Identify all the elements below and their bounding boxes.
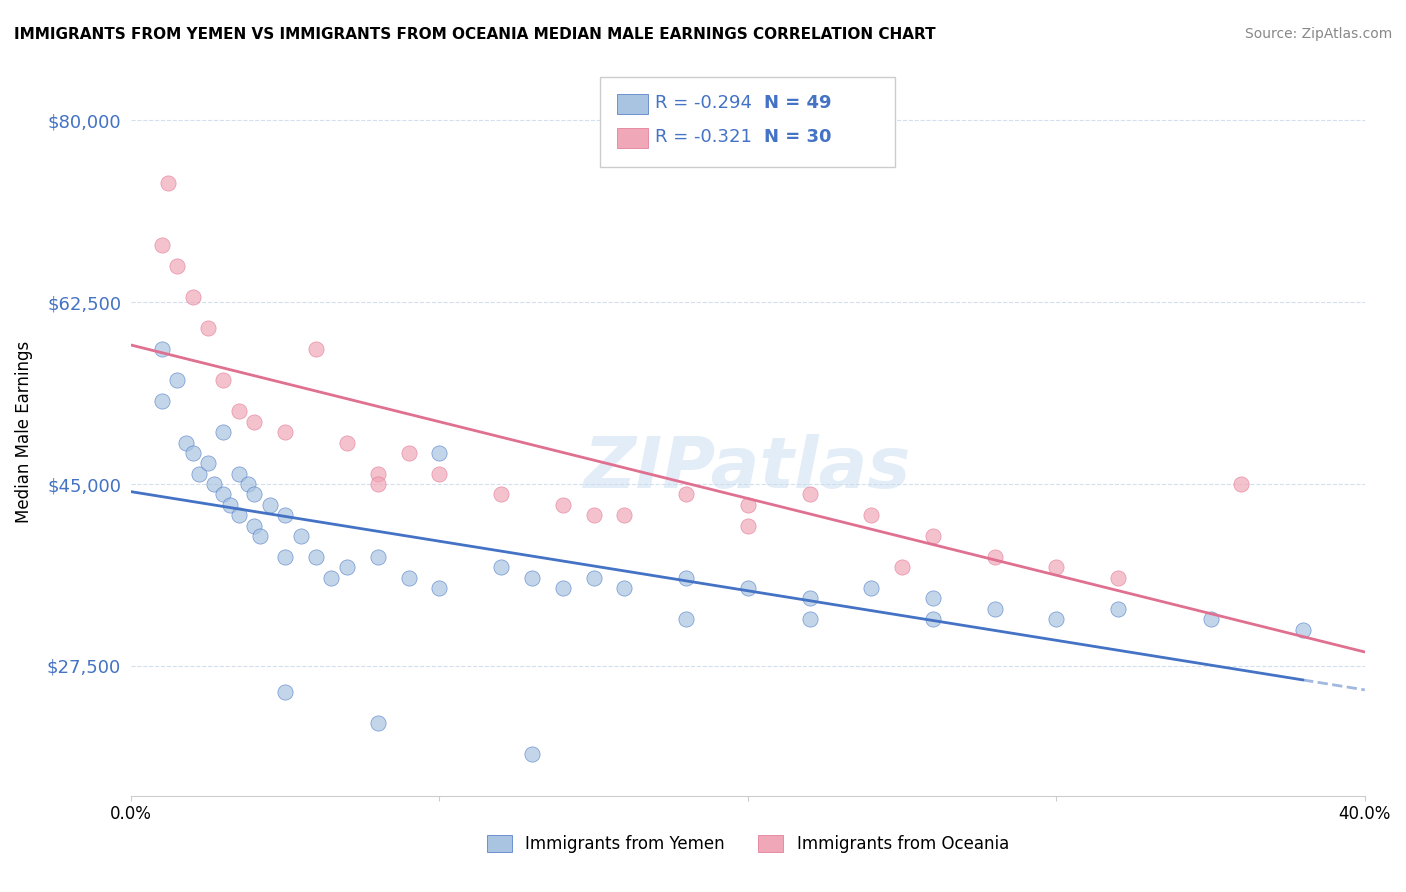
Text: N = 49: N = 49 — [765, 95, 832, 112]
Point — [1199, 612, 1222, 626]
Point — [202, 477, 225, 491]
Point — [799, 591, 821, 606]
Point — [520, 747, 543, 762]
Y-axis label: Median Male Earnings: Median Male Earnings — [15, 341, 32, 524]
Point — [305, 342, 328, 356]
Point — [1230, 477, 1253, 491]
Point — [166, 373, 188, 387]
Text: Source: ZipAtlas.com: Source: ZipAtlas.com — [1244, 27, 1392, 41]
Point — [259, 498, 281, 512]
Point — [212, 425, 235, 439]
Point — [274, 425, 297, 439]
Point — [551, 581, 574, 595]
Point — [176, 435, 198, 450]
Point — [922, 591, 945, 606]
Point — [520, 571, 543, 585]
Point — [243, 487, 266, 501]
Point — [1107, 601, 1129, 615]
Point — [274, 549, 297, 564]
Point — [197, 321, 219, 335]
Point — [166, 259, 188, 273]
Point — [551, 498, 574, 512]
Point — [1045, 612, 1067, 626]
Point — [218, 498, 240, 512]
Point — [290, 529, 312, 543]
Point — [367, 467, 389, 481]
Point — [582, 571, 605, 585]
Point — [675, 487, 697, 501]
Point — [181, 290, 204, 304]
Point — [737, 581, 759, 595]
Point — [336, 435, 359, 450]
Text: R = -0.294: R = -0.294 — [655, 95, 752, 112]
Point — [243, 518, 266, 533]
Point — [983, 601, 1005, 615]
Point — [737, 518, 759, 533]
Point — [150, 238, 173, 252]
Point — [983, 549, 1005, 564]
Point — [181, 446, 204, 460]
Point — [398, 571, 420, 585]
Point — [582, 508, 605, 523]
Point — [613, 581, 636, 595]
Point — [427, 467, 450, 481]
Text: N = 30: N = 30 — [765, 128, 832, 146]
Point — [336, 560, 359, 574]
Point — [367, 716, 389, 731]
Point — [249, 529, 271, 543]
Point — [367, 549, 389, 564]
Point — [737, 498, 759, 512]
Point — [228, 404, 250, 418]
Point — [799, 487, 821, 501]
Point — [922, 612, 945, 626]
Point — [489, 487, 512, 501]
Point — [799, 612, 821, 626]
Point — [212, 487, 235, 501]
Text: R = -0.321: R = -0.321 — [655, 128, 751, 146]
Text: ZIPatlas: ZIPatlas — [583, 434, 911, 503]
Point — [197, 456, 219, 470]
Point — [1292, 623, 1315, 637]
Point — [274, 685, 297, 699]
Point — [187, 467, 209, 481]
Point — [228, 467, 250, 481]
Point — [212, 373, 235, 387]
Point — [398, 446, 420, 460]
Point — [150, 342, 173, 356]
Point — [860, 508, 883, 523]
Point — [367, 477, 389, 491]
Point — [1045, 560, 1067, 574]
Point — [305, 549, 328, 564]
Point — [228, 508, 250, 523]
Point — [150, 394, 173, 409]
Point — [922, 529, 945, 543]
Point — [321, 571, 343, 585]
Point — [675, 612, 697, 626]
Legend: Immigrants from Yemen, Immigrants from Oceania: Immigrants from Yemen, Immigrants from O… — [481, 829, 1015, 860]
Point — [860, 581, 883, 595]
Point — [891, 560, 914, 574]
Point — [613, 508, 636, 523]
Point — [427, 581, 450, 595]
Point — [274, 508, 297, 523]
Point — [427, 446, 450, 460]
Point — [156, 176, 179, 190]
Point — [675, 571, 697, 585]
Text: IMMIGRANTS FROM YEMEN VS IMMIGRANTS FROM OCEANIA MEDIAN MALE EARNINGS CORRELATIO: IMMIGRANTS FROM YEMEN VS IMMIGRANTS FROM… — [14, 27, 935, 42]
Point — [1107, 571, 1129, 585]
Point — [489, 560, 512, 574]
Point — [236, 477, 259, 491]
Point — [243, 415, 266, 429]
